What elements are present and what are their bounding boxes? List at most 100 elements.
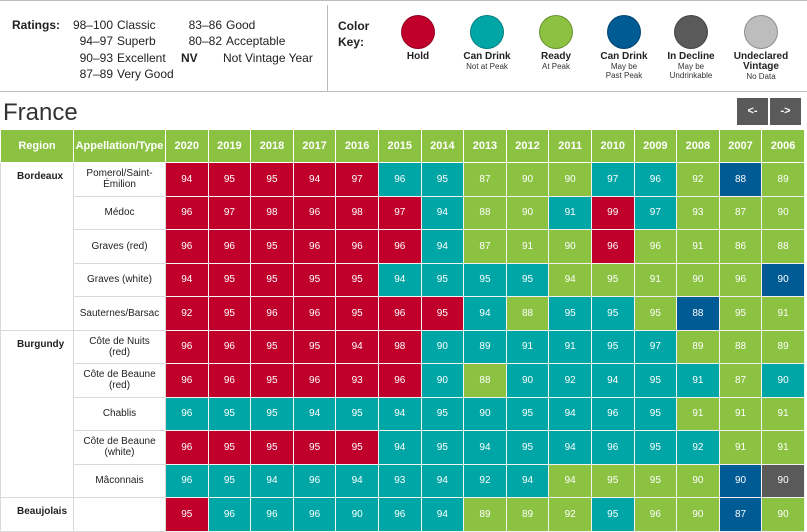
score-cell[interactable]: 86 — [718, 229, 763, 264]
score-cell[interactable]: 96 — [590, 396, 635, 431]
score-cell[interactable]: 96 — [292, 195, 337, 230]
score-cell[interactable]: 92 — [463, 463, 507, 498]
score-cell[interactable]: 94 — [165, 262, 209, 297]
score-cell[interactable]: 91 — [548, 195, 592, 230]
score-cell[interactable]: 96 — [292, 296, 337, 331]
score-cell[interactable]: 94 — [548, 262, 592, 297]
score-cell[interactable]: 92 — [676, 162, 720, 197]
score-cell[interactable]: 95 — [420, 162, 465, 197]
score-cell[interactable]: 95 — [633, 396, 678, 431]
score-cell[interactable]: 90 — [420, 363, 465, 398]
score-cell[interactable]: 94 — [377, 262, 422, 297]
score-cell[interactable]: 94 — [463, 296, 507, 331]
score-cell[interactable]: 95 — [505, 396, 550, 431]
score-cell[interactable]: 95 — [292, 329, 337, 364]
score-cell[interactable]: 88 — [463, 195, 507, 230]
score-cell[interactable]: 94 — [420, 229, 465, 264]
score-cell[interactable]: 90 — [761, 463, 805, 498]
score-cell[interactable]: 89 — [676, 329, 720, 364]
score-cell[interactable]: 91 — [633, 262, 678, 297]
score-cell[interactable]: 94 — [548, 430, 592, 465]
score-cell[interactable]: 92 — [548, 497, 592, 532]
score-cell[interactable]: 95 — [250, 396, 294, 431]
score-cell[interactable]: 90 — [420, 329, 465, 364]
score-cell[interactable]: 89 — [761, 329, 805, 364]
score-cell[interactable]: 95 — [420, 296, 465, 331]
score-cell[interactable]: 91 — [676, 363, 720, 398]
score-cell[interactable]: 94 — [463, 430, 507, 465]
score-cell[interactable]: 95 — [590, 463, 635, 498]
score-cell[interactable]: 94 — [292, 396, 337, 431]
score-cell[interactable]: 96 — [165, 463, 209, 498]
score-cell[interactable]: 95 — [165, 497, 209, 532]
score-cell[interactable]: 91 — [676, 229, 720, 264]
score-cell[interactable]: 87 — [718, 195, 763, 230]
score-cell[interactable]: 94 — [165, 162, 209, 197]
score-cell[interactable]: 88 — [761, 229, 805, 264]
score-cell[interactable]: 94 — [420, 195, 465, 230]
score-cell[interactable]: 91 — [505, 229, 550, 264]
score-cell[interactable]: 89 — [761, 162, 805, 197]
score-cell[interactable]: 97 — [590, 162, 635, 197]
score-cell[interactable]: 96 — [590, 229, 635, 264]
score-cell[interactable]: 91 — [718, 396, 763, 431]
score-cell[interactable]: 94 — [548, 463, 592, 498]
score-cell[interactable]: 96 — [377, 296, 422, 331]
score-cell[interactable]: 89 — [463, 329, 507, 364]
score-cell[interactable]: 90 — [676, 463, 720, 498]
score-cell[interactable]: 89 — [505, 497, 550, 532]
score-cell[interactable]: 96 — [250, 497, 294, 532]
score-cell[interactable]: 87 — [718, 363, 763, 398]
score-cell[interactable]: 88 — [718, 162, 763, 197]
score-cell[interactable]: 93 — [676, 195, 720, 230]
score-cell[interactable]: 95 — [207, 296, 252, 331]
score-cell[interactable]: 95 — [292, 430, 337, 465]
score-cell[interactable]: 90 — [761, 262, 805, 297]
score-cell[interactable]: 95 — [420, 396, 465, 431]
score-cell[interactable]: 90 — [505, 162, 550, 197]
score-cell[interactable]: 97 — [207, 195, 252, 230]
score-cell[interactable]: 96 — [292, 363, 337, 398]
score-cell[interactable]: 94 — [420, 463, 465, 498]
score-cell[interactable]: 94 — [250, 463, 294, 498]
score-cell[interactable]: 96 — [165, 430, 209, 465]
score-cell[interactable]: 95 — [250, 430, 294, 465]
score-cell[interactable]: 94 — [335, 329, 379, 364]
score-cell[interactable]: 93 — [377, 463, 422, 498]
score-cell[interactable]: 94 — [292, 162, 337, 197]
score-cell[interactable]: 99 — [590, 195, 635, 230]
score-cell[interactable]: 96 — [250, 296, 294, 331]
score-cell[interactable]: 88 — [676, 296, 720, 331]
score-cell[interactable]: 96 — [207, 363, 252, 398]
score-cell[interactable]: 87 — [718, 497, 763, 532]
score-cell[interactable]: 95 — [590, 329, 635, 364]
score-cell[interactable]: 87 — [463, 229, 507, 264]
score-cell[interactable]: 87 — [463, 162, 507, 197]
score-cell[interactable]: 98 — [377, 329, 422, 364]
score-cell[interactable]: 95 — [633, 463, 678, 498]
score-cell[interactable]: 96 — [335, 229, 379, 264]
score-cell[interactable]: 91 — [505, 329, 550, 364]
score-cell[interactable]: 90 — [548, 162, 592, 197]
score-cell[interactable]: 96 — [292, 229, 337, 264]
score-cell[interactable]: 95 — [207, 430, 252, 465]
score-cell[interactable]: 95 — [633, 296, 678, 331]
score-cell[interactable]: 88 — [718, 329, 763, 364]
score-cell[interactable]: 97 — [377, 195, 422, 230]
score-cell[interactable]: 95 — [590, 497, 635, 532]
score-cell[interactable]: 96 — [165, 329, 209, 364]
score-cell[interactable]: 97 — [335, 162, 379, 197]
score-cell[interactable]: 95 — [420, 262, 465, 297]
score-cell[interactable]: 96 — [718, 262, 763, 297]
score-cell[interactable]: 98 — [250, 195, 294, 230]
score-cell[interactable]: 94 — [377, 430, 422, 465]
score-cell[interactable]: 94 — [377, 396, 422, 431]
score-cell[interactable]: 96 — [377, 497, 422, 532]
score-cell[interactable]: 90 — [548, 229, 592, 264]
score-cell[interactable]: 95 — [250, 262, 294, 297]
score-cell[interactable]: 95 — [207, 396, 252, 431]
score-cell[interactable]: 95 — [250, 363, 294, 398]
score-cell[interactable]: 91 — [718, 430, 763, 465]
score-cell[interactable]: 95 — [335, 396, 379, 431]
score-cell[interactable]: 95 — [548, 296, 592, 331]
